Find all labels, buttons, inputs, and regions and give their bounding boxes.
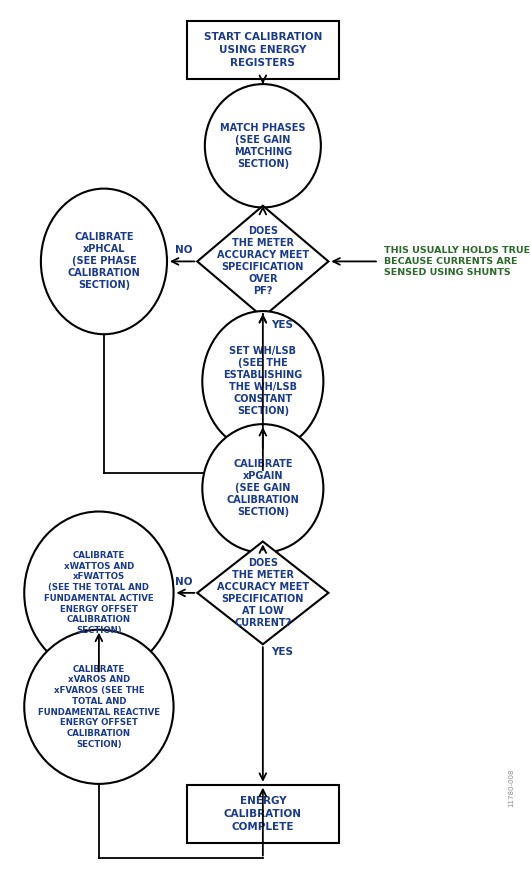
- Ellipse shape: [205, 84, 321, 207]
- Text: MATCH PHASES
(SEE GAIN
MATCHING
SECTION): MATCH PHASES (SEE GAIN MATCHING SECTION): [220, 122, 306, 169]
- Text: DOES
THE METER
ACCURACY MEET
SPECIFICATION
AT LOW
CURRENT?: DOES THE METER ACCURACY MEET SPECIFICATI…: [217, 558, 309, 628]
- Text: CALIBRATE
xPHCAL
(SEE PHASE
CALIBRATION
SECTION): CALIBRATE xPHCAL (SEE PHASE CALIBRATION …: [67, 232, 140, 290]
- Ellipse shape: [24, 629, 174, 784]
- FancyBboxPatch shape: [187, 21, 338, 79]
- Polygon shape: [197, 205, 328, 317]
- Text: THIS USUALLY HOLDS TRUE
BECAUSE CURRENTS ARE
SENSED USING SHUNTS: THIS USUALLY HOLDS TRUE BECAUSE CURRENTS…: [384, 246, 530, 277]
- Text: 11780-008: 11780-008: [509, 769, 515, 808]
- Ellipse shape: [24, 511, 174, 674]
- Polygon shape: [197, 542, 328, 644]
- Text: YES: YES: [271, 647, 293, 657]
- Ellipse shape: [202, 424, 323, 552]
- Ellipse shape: [202, 311, 323, 452]
- Ellipse shape: [41, 189, 167, 334]
- Text: CALIBRATE
xPGAIN
(SEE GAIN
CALIBRATION
SECTION): CALIBRATE xPGAIN (SEE GAIN CALIBRATION S…: [226, 460, 299, 517]
- FancyBboxPatch shape: [187, 785, 338, 843]
- Text: START CALIBRATION
USING ENERGY
REGISTERS: START CALIBRATION USING ENERGY REGISTERS: [204, 32, 322, 67]
- Text: CALIBRATE
xVAROS AND
xFVAROS (SEE THE
TOTAL AND
FUNDAMENTAL REACTIVE
ENERGY OFFS: CALIBRATE xVAROS AND xFVAROS (SEE THE TO…: [38, 665, 160, 749]
- Text: NO: NO: [175, 246, 192, 255]
- Text: YES: YES: [271, 320, 293, 329]
- Text: SET WH/LSB
(SEE THE
ESTABLISHING
THE WH/LSB
CONSTANT
SECTION): SET WH/LSB (SEE THE ESTABLISHING THE WH/…: [223, 346, 303, 416]
- Text: ENERGY
CALIBRATION
COMPLETE: ENERGY CALIBRATION COMPLETE: [224, 796, 302, 832]
- Text: CALIBRATE
xWATTOS AND
xFWATTOS
(SEE THE TOTAL AND
FUNDAMENTAL ACTIVE
ENERGY OFFS: CALIBRATE xWATTOS AND xFWATTOS (SEE THE …: [44, 551, 153, 635]
- Text: NO: NO: [175, 577, 192, 587]
- Text: DOES
THE METER
ACCURACY MEET
SPECIFICATION
OVER
PF?: DOES THE METER ACCURACY MEET SPECIFICATI…: [217, 226, 309, 296]
